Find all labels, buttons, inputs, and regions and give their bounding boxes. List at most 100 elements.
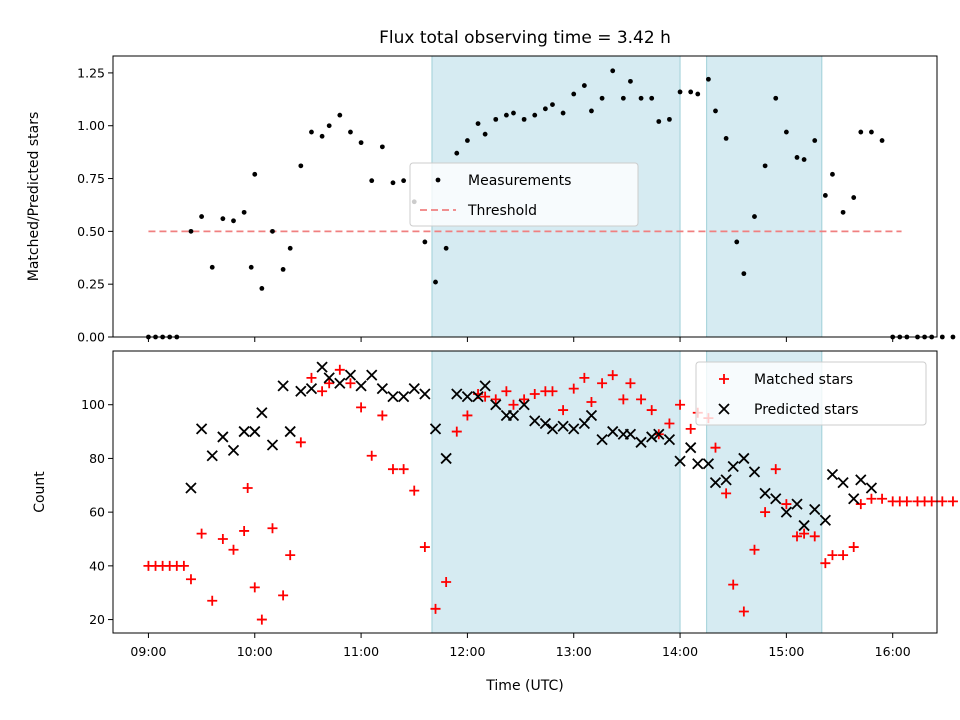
legend-box: [695, 361, 927, 426]
matched-star-point: [646, 405, 657, 416]
top-y-axis: 0.00 0.25 0.50 0.75 1.00 1.25: [77, 65, 113, 345]
bottom-y-axis: 20 40 60 80 100: [81, 397, 113, 627]
legend-label: Predicted stars: [754, 402, 859, 418]
measurement-point: [231, 218, 236, 224]
bottom-panel: 20 40 60 80 100 09:00 10:00 11:00 12:00 13:00 14:…: [32, 350, 958, 694]
measurement-point: [433, 279, 438, 285]
predicted-star-point: [770, 493, 782, 505]
matched-star-point: [770, 464, 781, 475]
matched-star-point: [558, 405, 569, 416]
measurement-point: [521, 116, 527, 122]
predicted-star-point: [826, 468, 839, 481]
matched-star-point: [827, 550, 838, 561]
predicted-star-point: [334, 377, 346, 389]
x-tick-label: 10:00: [237, 644, 273, 659]
measurement-point: [252, 171, 258, 177]
bottom-y-axis-label: Count: [32, 471, 48, 513]
predicted-star-point: [720, 474, 732, 486]
matched-star-point: [866, 493, 877, 504]
measurement-point: [326, 123, 332, 129]
measurement-point: [511, 110, 516, 116]
predicted-star-point: [387, 391, 399, 403]
predicted-star-point: [355, 380, 367, 392]
matched-stars-series: [143, 364, 958, 625]
legend-label: Measurements: [468, 173, 571, 189]
predicted-star-point: [238, 425, 250, 438]
measurement-point: [280, 266, 286, 272]
matched-star-point: [228, 544, 239, 555]
measurement-point: [199, 214, 205, 219]
matched-star-point: [625, 378, 636, 389]
matched-star-point: [597, 378, 608, 389]
measurement-point: [656, 119, 662, 124]
y-tick-label: 80: [89, 451, 105, 466]
matched-star-point: [419, 542, 430, 553]
matched-star-point: [547, 386, 558, 397]
top-x-ticks: [147, 337, 894, 342]
matched-star-point: [377, 410, 388, 421]
matched-star-point: [799, 528, 810, 539]
predicted-star-point: [791, 498, 803, 510]
predicted-star-point: [305, 382, 318, 395]
predicted-star-point: [451, 388, 463, 400]
predicted-star-point: [429, 423, 442, 435]
measurement-point: [542, 106, 548, 112]
predicted-star-point: [295, 385, 307, 397]
measurement-point: [454, 150, 460, 156]
matched-star-point: [721, 488, 732, 499]
y-tick-label: 60: [89, 505, 105, 520]
predicted-star-point: [195, 423, 208, 435]
measurement-point: [610, 68, 616, 74]
legend-label: Threshold: [467, 203, 537, 219]
measurement-point: [794, 155, 800, 160]
top-y-axis-label: Matched/Predicted stars: [26, 112, 42, 282]
measurement-point: [677, 89, 683, 95]
matched-star-point: [710, 442, 721, 453]
measurement-point: [401, 178, 407, 184]
predicted-star-point: [397, 391, 410, 403]
predicted-star-point: [702, 458, 715, 470]
matched-star-point: [334, 364, 345, 375]
measurement-point: [369, 178, 375, 184]
measurement-point: [589, 108, 594, 114]
x-tick-label: 09:00: [130, 644, 166, 659]
measurement-point: [422, 239, 428, 245]
measurement-point: [337, 112, 343, 118]
predicted-star-point: [809, 503, 821, 516]
matched-star-point: [618, 394, 629, 405]
matched-star-point: [196, 528, 207, 539]
matched-star-point: [579, 372, 590, 383]
matched-star-point: [249, 582, 260, 593]
x-tick-label: 11:00: [343, 644, 379, 659]
matched-star-point: [838, 550, 849, 561]
predicted-star-point: [848, 493, 860, 505]
measurement-point: [939, 334, 945, 340]
measurement-point: [465, 138, 470, 143]
predicted-stars-series: [185, 361, 878, 532]
y-tick-label: 0.50: [77, 224, 105, 239]
measurement-point: [550, 102, 555, 107]
predicted-star-point: [366, 369, 378, 381]
predicted-star-point: [557, 420, 569, 432]
measurement-point: [879, 138, 885, 143]
measurement-point: [309, 129, 314, 135]
predicted-star-point: [727, 460, 739, 473]
matched-star-point: [781, 499, 792, 510]
matched-star-point: [519, 394, 530, 405]
predicted-star-point: [518, 399, 530, 411]
measurements-series: [146, 68, 956, 340]
measurement-point: [220, 216, 226, 222]
matched-star-point: [820, 558, 831, 569]
matched-star-point: [501, 386, 512, 397]
matched-star-point: [278, 590, 289, 601]
predicted-star-point: [461, 391, 474, 403]
predicted-star-point: [507, 409, 520, 422]
predicted-star-point: [865, 482, 878, 494]
measurement-point: [358, 140, 364, 146]
measurement-point: [560, 110, 566, 116]
predicted-star-point: [529, 415, 541, 427]
predicted-star-point: [748, 466, 761, 478]
predicted-star-point: [323, 372, 335, 384]
measurement-point: [581, 83, 587, 88]
y-tick-label: 40: [89, 558, 105, 573]
